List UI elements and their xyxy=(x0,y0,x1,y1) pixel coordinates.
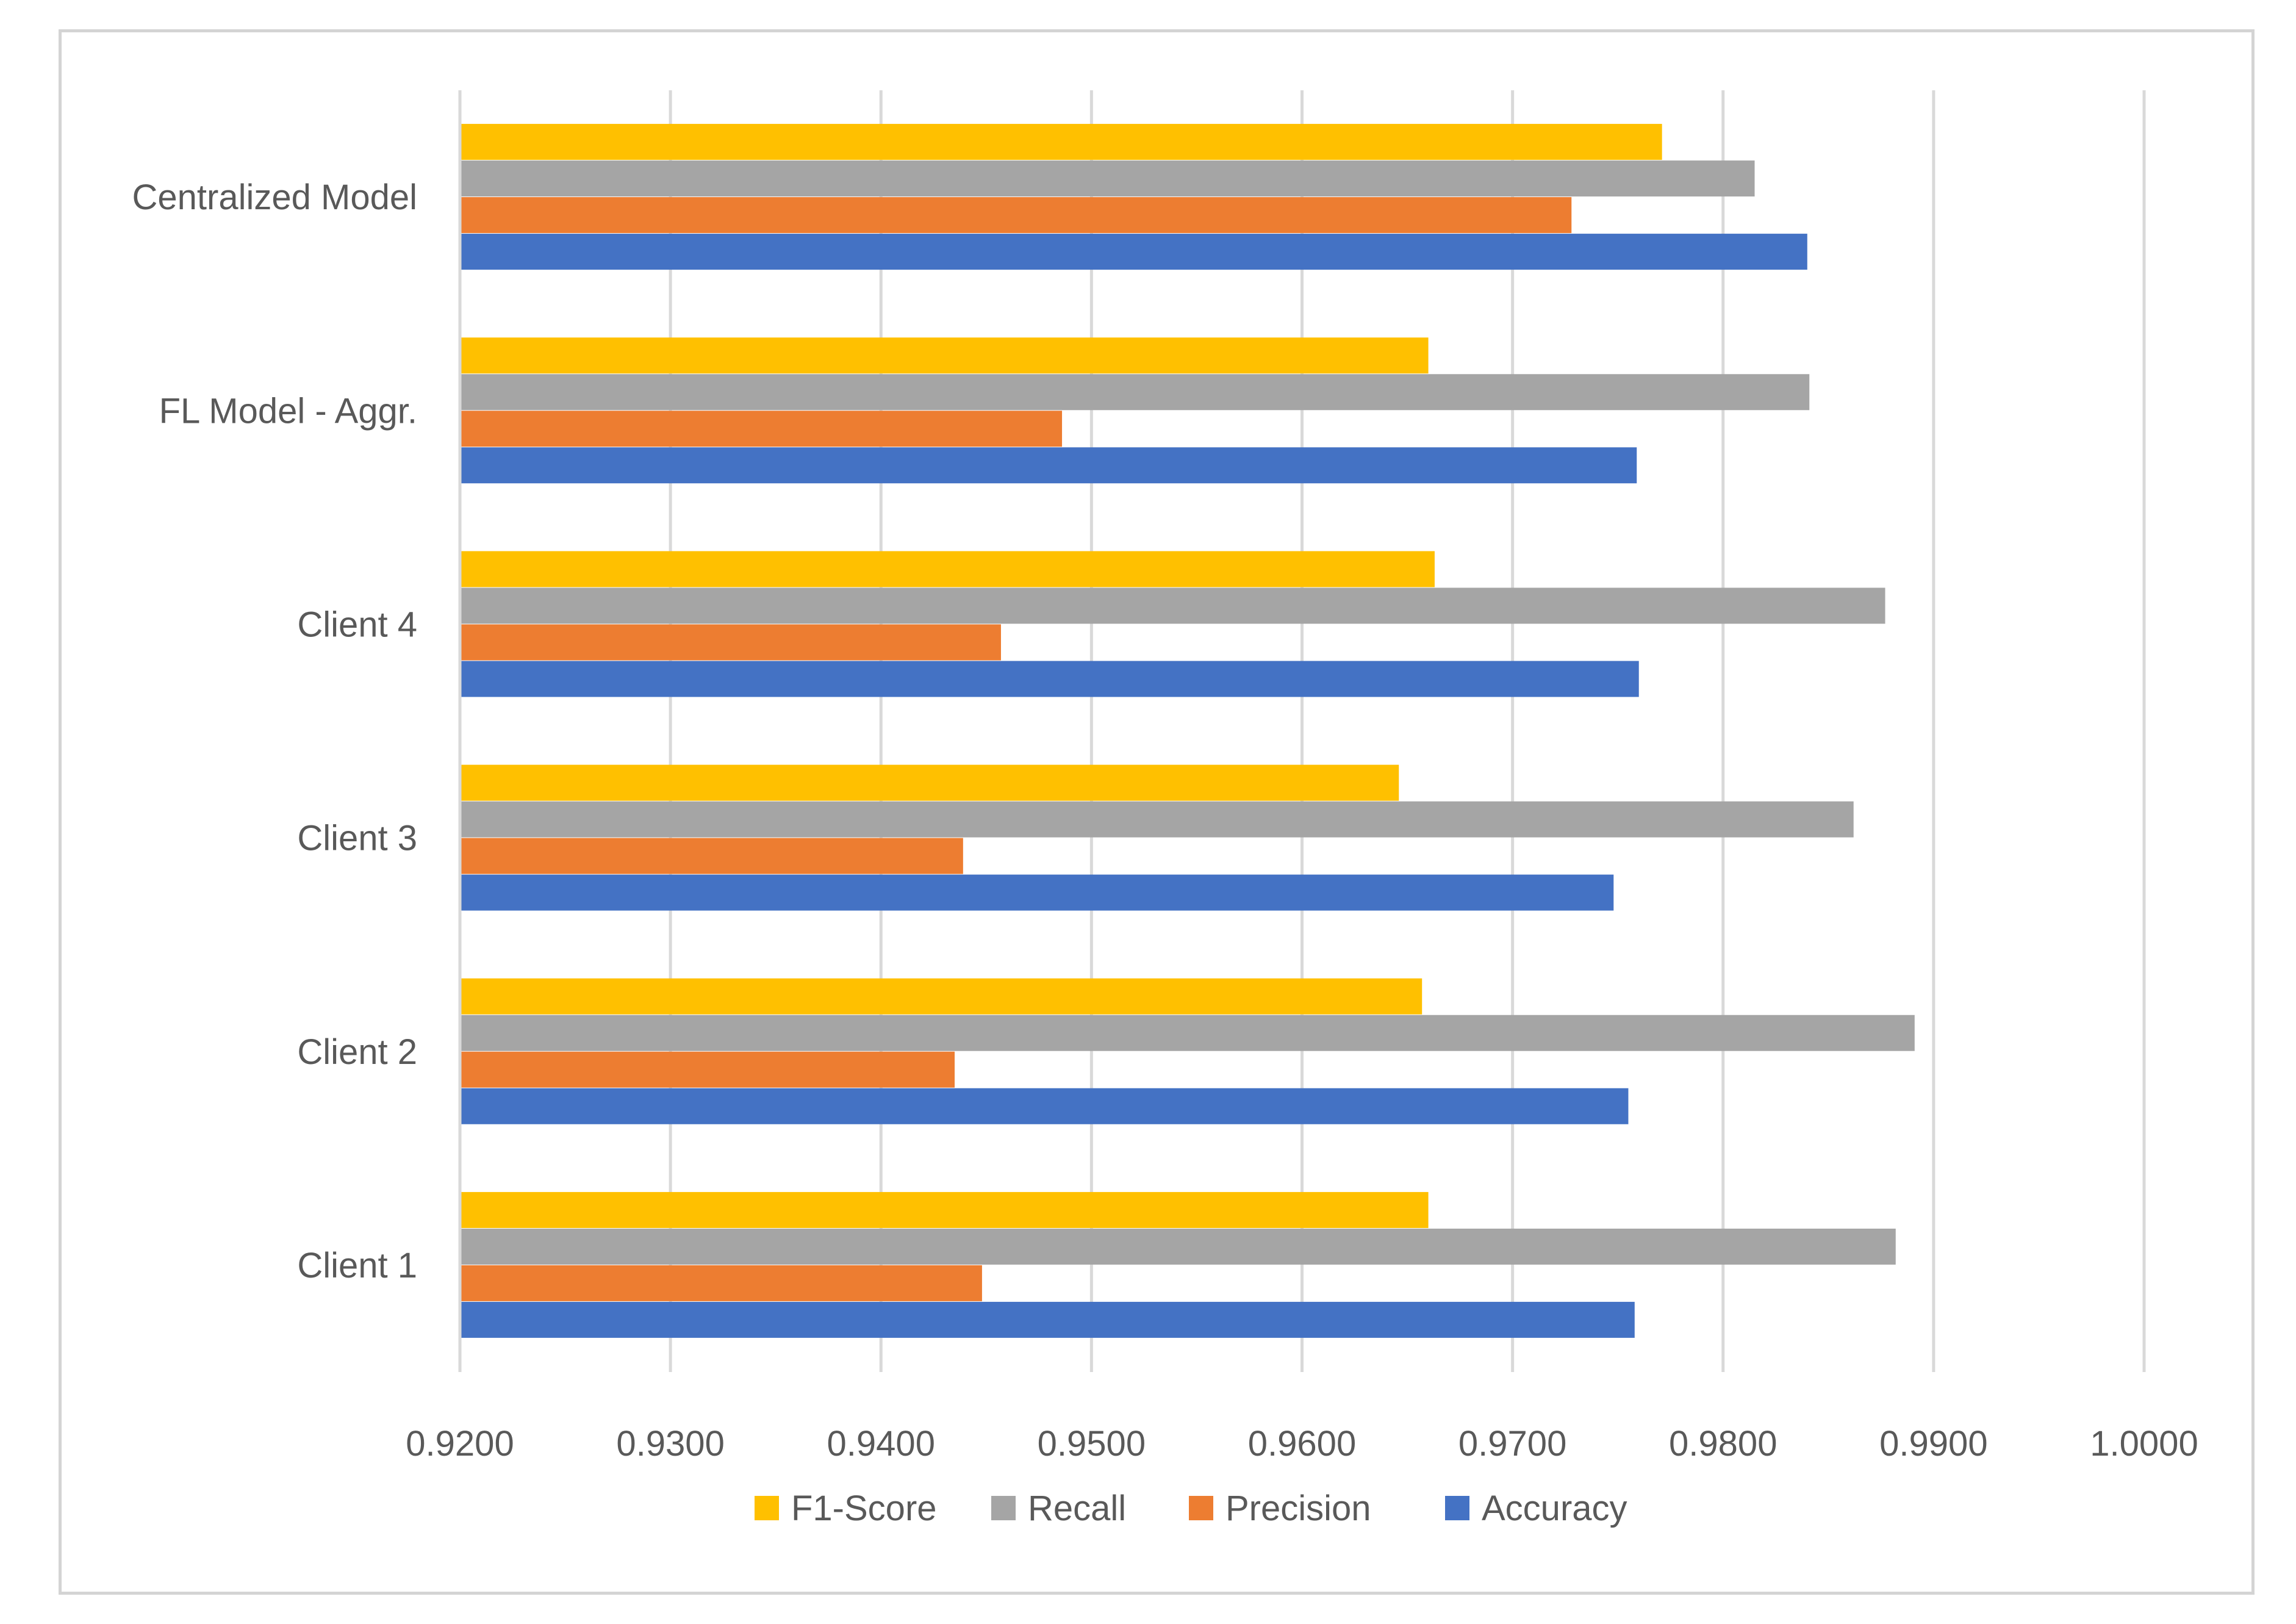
legend-swatch-accuracy xyxy=(1445,1496,1469,1520)
category-labels: Client 1 Client 2 Client 3 Client 4 FL Model… xyxy=(132,178,417,1285)
legend-swatch-recall xyxy=(991,1496,1016,1520)
x-tick-labels: 0.9200 0.9300 0.9400 0.9500 0.9600 0.9700 0.98… xyxy=(406,1424,2198,1464)
bar-precision xyxy=(460,197,1572,234)
x-tick-label: 0.9800 xyxy=(1669,1424,1777,1464)
legend-label-recall: Recall xyxy=(1028,1489,1126,1528)
bar-recall xyxy=(460,1015,1915,1051)
category-label: Centralized Model xyxy=(132,178,417,217)
bars xyxy=(460,124,1915,1338)
bar-precision xyxy=(460,1265,982,1301)
category-label: Client 2 xyxy=(297,1032,417,1072)
category-label: Client 3 xyxy=(297,819,417,858)
x-tick-label: 0.9400 xyxy=(827,1424,935,1464)
legend: F1-Score Recall Precision Accuracy xyxy=(755,1489,1627,1528)
bar-recall xyxy=(460,374,1810,411)
bar-precision xyxy=(460,1051,955,1088)
bar-f1-score xyxy=(460,337,1429,374)
x-tick-label: 0.9500 xyxy=(1038,1424,1146,1464)
x-tick-label: 0.9600 xyxy=(1248,1424,1356,1464)
category-label: Client 1 xyxy=(297,1246,417,1285)
x-tick-label: 0.9300 xyxy=(616,1424,724,1464)
bar-accuracy xyxy=(460,1301,1635,1338)
x-tick-label: 0.9700 xyxy=(1458,1424,1566,1464)
bar-accuracy xyxy=(460,447,1637,484)
bar-recall xyxy=(460,160,1755,197)
legend-label-precision: Precision xyxy=(1225,1489,1371,1528)
legend-swatch-precision xyxy=(1189,1496,1213,1520)
bar-recall xyxy=(460,801,1854,838)
bar-accuracy xyxy=(460,661,1639,697)
bar-accuracy xyxy=(460,874,1614,911)
bar-f1-score xyxy=(460,124,1662,160)
category-label: Client 4 xyxy=(297,605,417,644)
x-tick-label: 0.9900 xyxy=(1879,1424,1987,1464)
bar-precision xyxy=(460,624,1001,661)
bar-f1-score xyxy=(460,1191,1429,1228)
bar-recall xyxy=(460,1228,1896,1265)
bar-precision xyxy=(460,838,963,874)
chart-frame: Client 1 Client 2 Client 3 Client 4 FL Model… xyxy=(59,29,2255,1595)
x-tick-label: 1.0000 xyxy=(2090,1424,2198,1464)
x-tick-label: 0.9200 xyxy=(406,1424,514,1464)
legend-label-accuracy: Accuracy xyxy=(1482,1489,1627,1528)
bar-f1-score xyxy=(460,764,1399,801)
bar-recall xyxy=(460,587,1885,624)
bar-precision xyxy=(460,411,1063,447)
gridlines xyxy=(669,90,2146,1372)
legend-swatch-f1-score xyxy=(755,1496,779,1520)
bar-f1-score xyxy=(460,551,1435,587)
legend-label-f1-score: F1-Score xyxy=(791,1489,937,1528)
bar-accuracy xyxy=(460,234,1807,270)
bar-f1-score xyxy=(460,978,1422,1015)
bar-accuracy xyxy=(460,1088,1629,1124)
bar-chart: Client 1 Client 2 Client 3 Client 4 FL Model… xyxy=(132,90,2198,1528)
category-label: FL Model - Aggr. xyxy=(159,391,417,431)
